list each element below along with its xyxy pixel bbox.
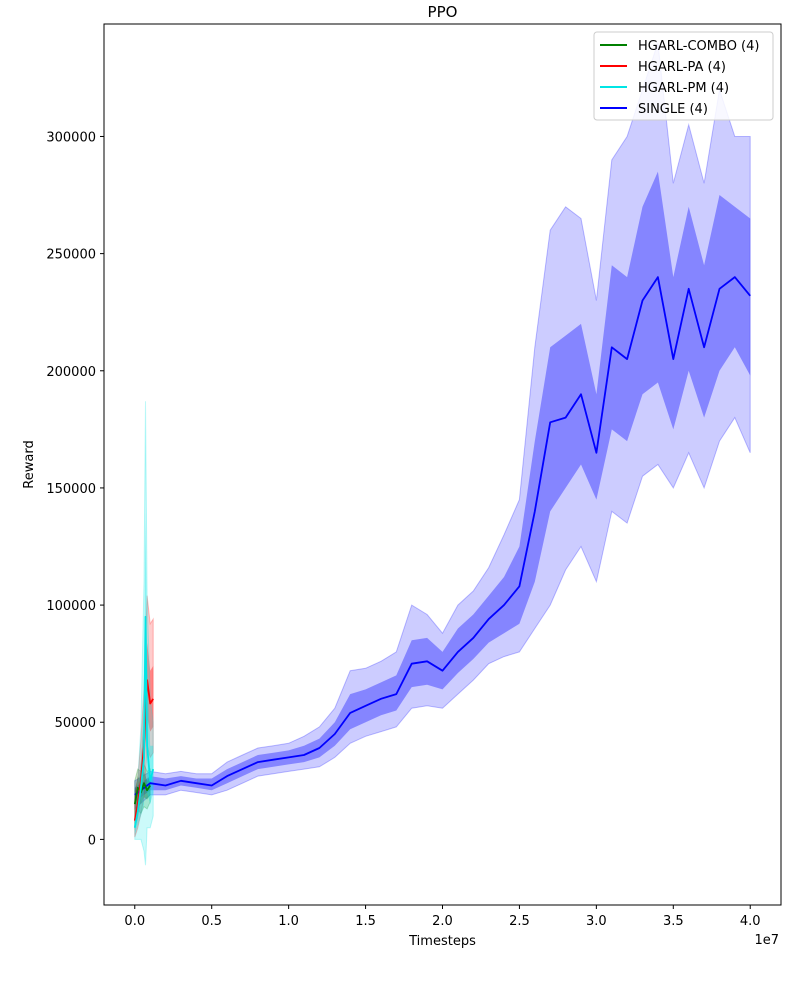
inner-band-hgarl-combo-4 [134,771,151,819]
series-line-hgarl-combo-4 [133,782,151,805]
y-axis-title: Reward [22,440,37,488]
inner-band-single-4 [134,171,751,802]
series-line-single-4 [134,276,751,796]
y-tick-label: 300000 [46,130,96,145]
y-tick-label: 50000 [55,716,96,731]
legend-label: SINGLE (4) [638,102,708,117]
legend: HGARL-COMBO (4) HGARL-PA (4) HGARL-PM (4) S… [593,31,774,121]
x-axis-ticks: 0.0 0.5 1.0 1.5 2.0 2.5 3.0 3.5 4.0 [124,905,761,929]
x-tick-label: 1.0 [278,914,299,929]
y-tick-label: 250000 [46,248,96,263]
y-tick-label: 100000 [46,599,96,614]
x-tick-label: 4.0 [740,914,761,929]
legend-label: HGARL-COMBO (4) [638,39,759,54]
x-tick-label: 2.0 [432,914,453,929]
x-tick-label: 1.5 [355,914,376,929]
legend-label: HGARL-PM (4) [638,81,729,96]
x-tick-label: 0.0 [124,914,145,929]
y-tick-label: 150000 [46,482,96,497]
x-tick-label: 2.5 [509,914,530,929]
chart-title: PPO [428,3,458,21]
x-axis-offset-label: 1e7 [754,933,779,948]
x-axis-title: Timesteps [408,934,476,949]
legend-label: HGARL-PA (4) [638,60,726,75]
outer-band-hgarl-pm-4 [134,401,154,866]
y-axis-ticks: 0 50000 100000 150000 200000 250000 300000 [46,130,104,848]
series-line-hgarl-pm-4 [133,615,155,828]
x-tick-label: 3.0 [586,914,607,929]
x-tick-label: 0.5 [201,914,222,929]
y-tick-label: 200000 [46,365,96,380]
outer-band-single-4 [134,42,751,811]
legend-box [593,31,774,121]
y-tick-label: 0 [88,833,96,848]
series-lines [133,276,751,828]
x-tick-label: 3.5 [663,914,684,929]
